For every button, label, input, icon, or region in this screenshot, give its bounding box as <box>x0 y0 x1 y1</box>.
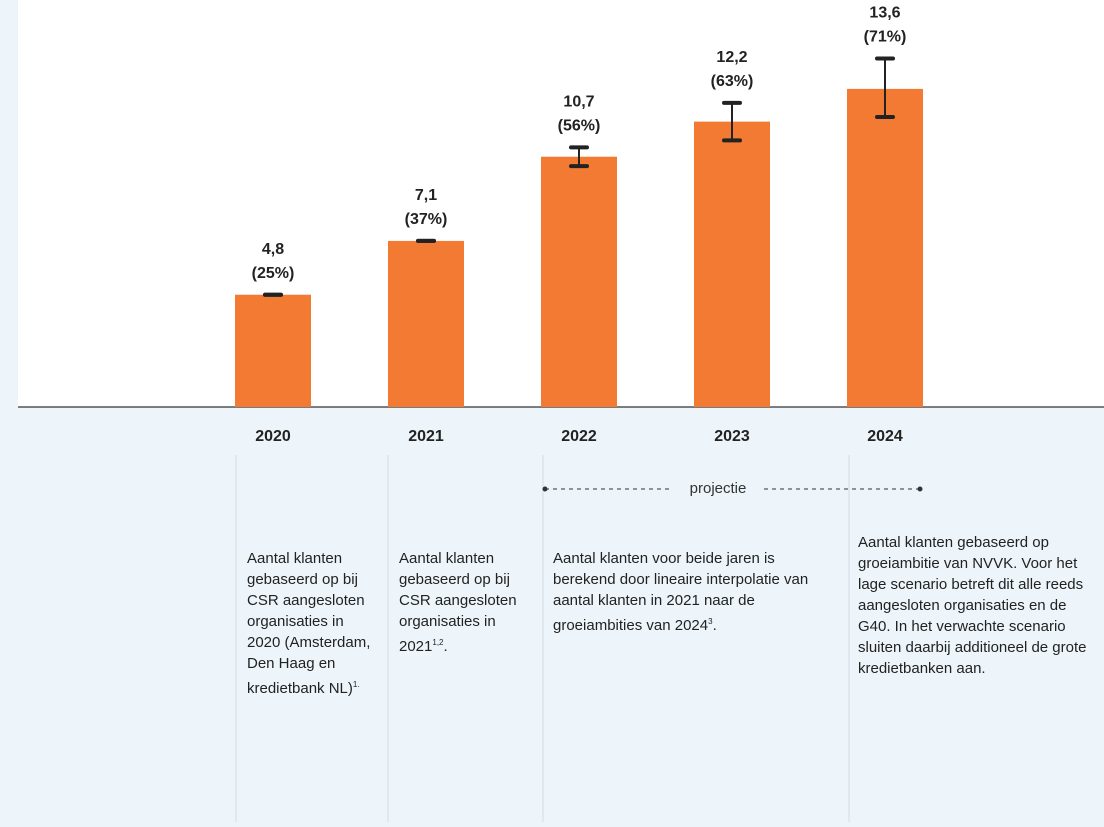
bar <box>235 294 311 407</box>
value-label: 13,6 <box>869 5 900 22</box>
bar <box>388 240 464 407</box>
x-tick-label: 2020 <box>255 428 291 445</box>
footnote-ref: 1,2 <box>432 638 444 647</box>
value-label: 10,7 <box>563 94 594 111</box>
value-label: 4,8 <box>262 241 284 258</box>
share-label: (56%) <box>558 118 601 135</box>
share-label: (37%) <box>405 211 448 228</box>
annotation-text: Aantal klanten gebaseerd op groeiambitie… <box>858 534 1087 677</box>
bar <box>847 88 923 407</box>
bar <box>694 121 770 407</box>
annotation-end: . <box>712 617 717 634</box>
x-tick-label: 2021 <box>408 428 444 445</box>
annotation: Aantal klanten gebaseerd op groeiambitie… <box>858 532 1090 679</box>
annotation: Aantal klanten gebaseerd op bij CSR aang… <box>247 548 373 699</box>
share-label: (71%) <box>864 29 907 46</box>
annotation: Aantal klanten voor beide jaren is berek… <box>553 548 823 636</box>
annotation-end: . <box>443 638 448 655</box>
projection-dot <box>917 486 923 492</box>
x-tick-label: 2022 <box>561 428 597 445</box>
value-label: 12,2 <box>716 49 747 66</box>
projection-dot <box>542 486 548 492</box>
bar <box>541 156 617 407</box>
annotation-text: Aantal klanten voor beide jaren is berek… <box>553 550 809 634</box>
x-tick-label: 2023 <box>714 428 750 445</box>
share-label: (25%) <box>252 265 295 282</box>
annotation-text: Aantal klanten gebaseerd op bij CSR aang… <box>247 550 371 697</box>
footnote-ref: 3 <box>708 617 713 626</box>
projection-label: projectie <box>690 480 747 497</box>
value-label: 7,1 <box>415 187 437 204</box>
x-tick-label: 2024 <box>867 428 903 445</box>
annotation: Aantal klanten gebaseerd op bij CSR aang… <box>399 548 521 657</box>
footnote-ref: 1. <box>352 680 360 689</box>
share-label: (63%) <box>711 73 754 90</box>
annotation-text: Aantal klanten gebaseerd op bij CSR aang… <box>399 550 517 655</box>
